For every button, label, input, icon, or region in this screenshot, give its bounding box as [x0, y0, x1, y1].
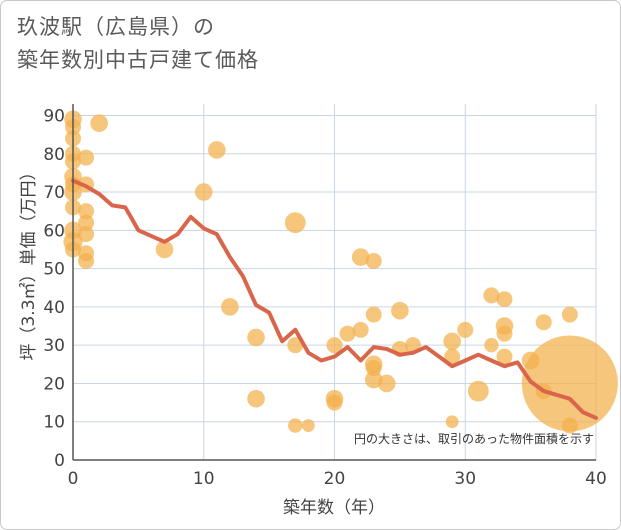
title-line-2: 築年数別中古戸建て価格	[17, 48, 259, 72]
bubble-point	[443, 332, 461, 351]
bubble-point	[221, 298, 239, 316]
title-line-1: 玖波駅（広島県）の	[17, 15, 215, 39]
y-tick-label: 40	[43, 298, 65, 318]
bubble-point	[496, 325, 513, 342]
bubble-point	[365, 252, 382, 269]
y-tick-label: 70	[43, 183, 65, 203]
x-tick-labels: 0 10 20 30 40	[68, 469, 607, 489]
bubble-point	[365, 306, 382, 323]
x-tick-label: 30	[454, 469, 476, 489]
y-tick-label: 90	[43, 106, 65, 126]
y-tick-label: 80	[43, 145, 65, 165]
bubble-point	[457, 321, 474, 338]
x-tick-label: 20	[324, 469, 346, 489]
size-note: 円の大きさは、取引のあった物件面積を示す	[354, 431, 594, 446]
bubble-point	[535, 314, 552, 331]
x-tick-label: 40	[585, 469, 607, 489]
bubble-point	[483, 287, 500, 304]
bubble-point	[496, 348, 513, 365]
x-tick-label: 10	[193, 469, 215, 489]
y-axis-label: 坪（3.3㎡）単価（万円）	[19, 163, 39, 360]
bubble-point	[561, 417, 578, 434]
bubble-point	[444, 348, 461, 365]
x-axis-label: 築年数（年）	[283, 498, 385, 518]
bubble-point	[287, 337, 304, 354]
bubble-point	[351, 248, 370, 266]
y-tick-label: 0	[54, 451, 65, 471]
bubble-point	[155, 240, 174, 259]
average-price-line	[71, 178, 598, 420]
bubble-point	[561, 306, 578, 323]
bubble-point	[288, 418, 303, 433]
bubble-point	[208, 141, 226, 159]
bubble-point	[247, 328, 265, 347]
y-tick-label: 20	[43, 374, 65, 394]
bubble-point	[484, 337, 499, 353]
bubble-point	[78, 226, 95, 243]
bubble-point	[78, 252, 95, 269]
bubble-point	[90, 114, 108, 132]
bubble-point	[326, 337, 343, 354]
bubble-point	[284, 212, 306, 234]
bubble-point	[78, 203, 95, 220]
bubble-point	[78, 149, 95, 166]
bubble-point	[378, 374, 396, 393]
bubble-point	[78, 214, 95, 231]
y-tick-label: 50	[43, 260, 65, 280]
bubble-point	[247, 389, 265, 408]
y-tick-label: 30	[43, 336, 65, 356]
bubble-point	[521, 335, 618, 432]
bubble-point	[194, 183, 213, 201]
y-tick-label: 60	[43, 221, 65, 241]
axes	[72, 104, 596, 461]
chart-title: 玖波駅（広島県）の 築年数別中古戸建て価格	[17, 11, 259, 77]
bubble-point	[352, 321, 369, 338]
bubble-point	[467, 380, 489, 402]
bubble-point	[391, 301, 409, 320]
y-tick-label: 10	[43, 413, 65, 433]
bubble-point	[326, 394, 343, 411]
bubble-point	[496, 291, 513, 308]
bubble-point	[339, 325, 356, 342]
x-tick-label: 0	[68, 469, 79, 489]
bubble-point	[445, 415, 459, 429]
y-tick-labels: 0 10 20 30 40 50 60 70 80 90	[43, 106, 65, 471]
bubble-point	[301, 419, 315, 432]
